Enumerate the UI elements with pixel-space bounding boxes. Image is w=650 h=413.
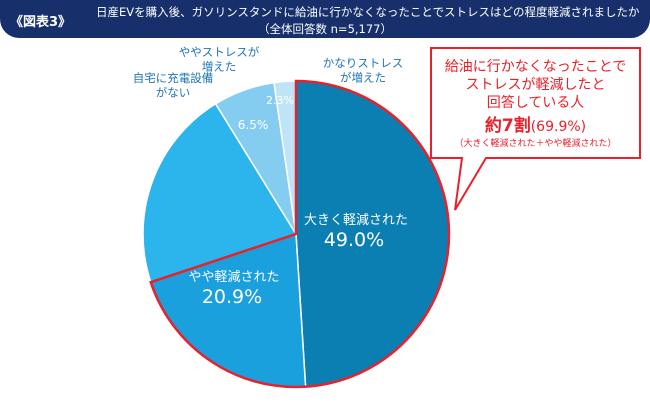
- callout-big-value: 約7割: [484, 116, 531, 136]
- slice-label-0: 大きく軽減された: [304, 212, 408, 228]
- callout-line1: 給油に行かなくなったことで: [444, 59, 627, 75]
- figure-label: 《図表3》: [10, 15, 72, 30]
- chart-subtitle: （全体回答数 n=5,177）: [257, 22, 392, 36]
- slice-label-2: 自宅に充電設備がない: [133, 71, 214, 99]
- chart-title: 日産EVを購入後、ガソリンスタンドに給油に行かなくなったことでストレスはどの程度…: [96, 5, 640, 19]
- callout-note: （大きく軽減された＋やや軽減された）: [454, 139, 617, 149]
- callout-line2: ストレスが軽減したと: [465, 77, 606, 93]
- slice-value-3: 6.5%: [238, 118, 269, 132]
- callout-line3: 回答している人: [486, 95, 585, 111]
- callout-pct: (69.9%): [530, 119, 587, 135]
- slice-value-4: 2.3%: [266, 94, 294, 107]
- highlight-outline: [149, 79, 451, 389]
- slice-value-0: 49.0%: [324, 229, 384, 251]
- slice-label-1: やや軽減された: [188, 269, 279, 285]
- slice-label-3: ややストレスが増えた: [179, 45, 260, 73]
- header-banner: 《図表3》 日産EVを購入後、ガソリンスタンドに給油に行かなくなったことでストレ…: [0, 0, 650, 38]
- slice-label-4: かなりストレスが増えた: [323, 56, 404, 84]
- callout-big-row: 約7割(69.9%): [431, 111, 640, 136]
- pie-slice-2: [142, 102, 298, 284]
- slice-value-1: 20.9%: [202, 286, 262, 308]
